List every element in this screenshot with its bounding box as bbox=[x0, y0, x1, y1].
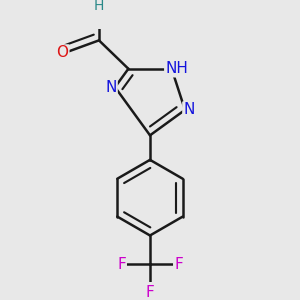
Text: N: N bbox=[105, 80, 117, 95]
Text: H: H bbox=[94, 0, 104, 13]
Text: O: O bbox=[56, 46, 68, 61]
Text: F: F bbox=[146, 285, 154, 300]
Text: N: N bbox=[183, 102, 195, 117]
Text: NH: NH bbox=[165, 61, 188, 76]
Text: F: F bbox=[174, 256, 183, 272]
Text: F: F bbox=[117, 256, 126, 272]
